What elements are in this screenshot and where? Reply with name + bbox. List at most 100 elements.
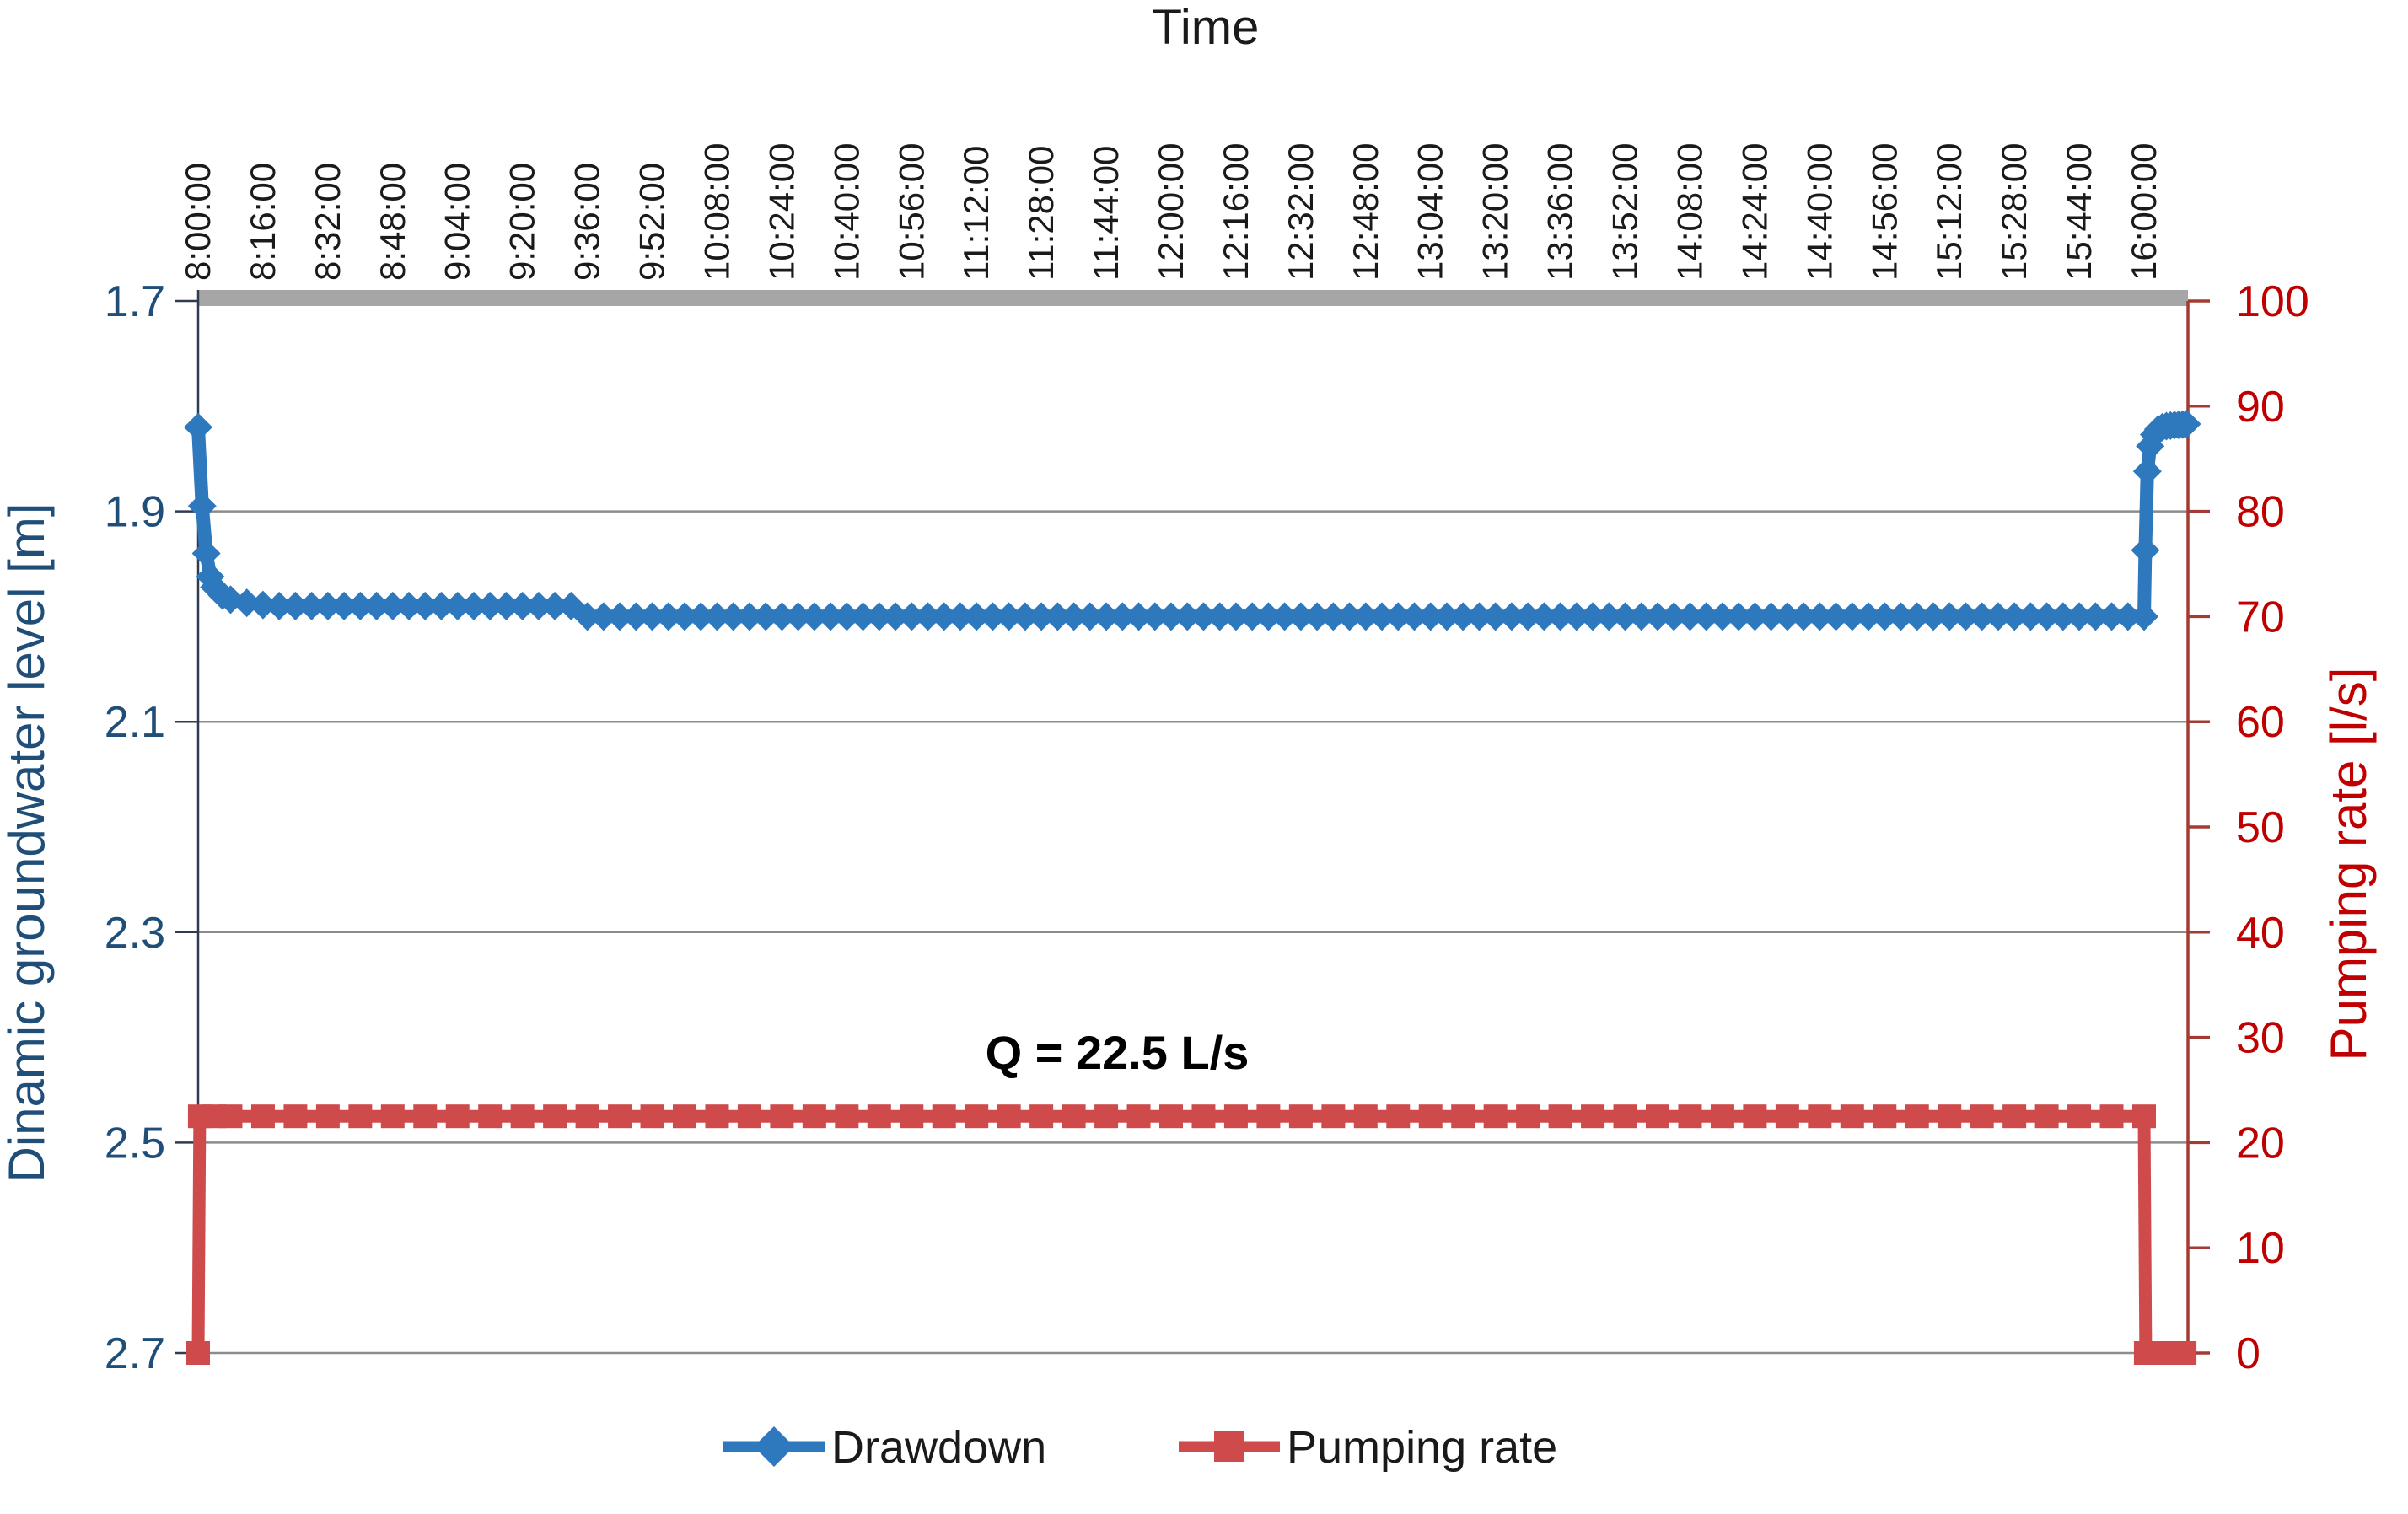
x-tick-label: 10:40:00	[826, 143, 866, 281]
right-axis-tick-label: 20	[2236, 1119, 2285, 1168]
right-axis-title: Pumping rate [l/s]	[2320, 668, 2377, 1061]
drawdown-marker	[1837, 602, 1867, 631]
pumping-rate-marker	[932, 1104, 956, 1129]
x-tick-label: 15:44:00	[2059, 143, 2099, 282]
drawdown-marker	[508, 591, 537, 620]
pumping-rate-marker	[2173, 1341, 2197, 1365]
drawdown-marker	[187, 491, 217, 521]
drawdown-marker	[1254, 602, 1283, 631]
pumping-rate-marker	[1840, 1104, 1864, 1129]
drawdown-marker	[1205, 602, 1234, 631]
drawdown-marker	[2131, 535, 2160, 565]
drawdown-marker	[2172, 410, 2201, 439]
drawdown-marker	[1951, 602, 1981, 631]
x-tick-label: 10:08:00	[696, 143, 736, 282]
pumping-rate-marker	[510, 1104, 535, 1129]
x-tick-label: 8:16:00	[243, 163, 282, 281]
series-layer	[184, 410, 2201, 1365]
drawdown-marker	[702, 602, 732, 631]
drawdown-marker	[1010, 602, 1040, 631]
drawdown-marker	[1707, 602, 1737, 631]
pumping-rate-marker	[1905, 1104, 1929, 1129]
pumping-rate-marker	[1321, 1104, 1346, 1129]
drawdown-marker	[476, 591, 505, 620]
drawdown-marker	[913, 602, 943, 631]
left-axis-title: Dinamic groundwater level [m]	[0, 503, 55, 1184]
right-axis-tick-label: 90	[2236, 383, 2285, 432]
drawdown-marker	[2132, 457, 2162, 486]
drawdown-marker	[1157, 602, 1185, 631]
drawdown-marker	[378, 591, 407, 620]
pumping-rate-marker	[348, 1104, 373, 1129]
drawdown-marker	[1351, 602, 1380, 631]
drawdown-marker	[978, 602, 1008, 631]
x-tick-label: 14:40:00	[1799, 143, 1839, 282]
drawdown-marker	[1594, 602, 1624, 631]
drawdown-marker	[1983, 602, 2013, 631]
drawdown-marker	[1027, 602, 1056, 631]
drawdown-marker	[1465, 602, 1494, 631]
drawdown-marker	[395, 591, 424, 620]
pumping-rate-marker	[737, 1104, 761, 1129]
drawdown-marker	[605, 602, 635, 631]
x-tick-label: 13:52:00	[1605, 143, 1645, 281]
pumping-rate-marker	[867, 1104, 891, 1129]
drawdown-marker	[1691, 602, 1721, 631]
drawdown-marker	[1935, 602, 1965, 631]
drawdown-marker	[994, 602, 1024, 631]
pumping-rate-marker	[1256, 1104, 1281, 1129]
drawdown-marker	[1173, 602, 1202, 631]
drawdown-marker	[1303, 602, 1332, 631]
pumping-rate-marker	[1970, 1104, 1994, 1129]
drawdown-marker	[1561, 602, 1591, 631]
drawdown-marker	[572, 602, 602, 631]
right-axis-tick-label: 70	[2236, 593, 2285, 642]
drawdown-marker	[1545, 602, 1575, 631]
drawdown-marker	[1481, 602, 1510, 631]
pumping-rate-legend-label: Pumping rate	[1287, 1422, 1557, 1473]
left-axis-tick-label: 2.7	[105, 1329, 165, 1378]
pumping-rate-marker	[218, 1104, 243, 1129]
pumping-rate-marker	[1126, 1104, 1151, 1129]
axes-layer	[175, 290, 2210, 1355]
drawdown-marker	[1886, 602, 1916, 631]
x-tick-label: 12:00:00	[1151, 143, 1191, 282]
legend-item-drawdown: Drawdown	[723, 1422, 1046, 1473]
drawdown-marker	[1756, 602, 1786, 631]
drawdown-marker	[1384, 602, 1413, 631]
pumping-rate-marker	[413, 1104, 438, 1129]
drawdown-marker	[718, 602, 748, 631]
x-tick-label: 12:32:00	[1281, 143, 1320, 282]
pumping-rate-marker	[705, 1104, 729, 1129]
legend-item-pumping-rate: Pumping rate	[1179, 1422, 1557, 1473]
x-tick-label: 16:00:00	[2124, 143, 2163, 282]
pumping-rate-marker	[1062, 1104, 1086, 1129]
drawdown-marker	[1270, 602, 1299, 631]
drawdown-marker	[1529, 602, 1559, 631]
right-axis-tick-label: 50	[2236, 803, 2285, 852]
right-axis-tick-label: 100	[2236, 277, 2309, 326]
pumping-rate-marker	[1613, 1104, 1637, 1129]
drawdown-marker	[1902, 602, 1932, 631]
q-annotation: Q = 22.5 L/s	[986, 1026, 1250, 1079]
x-tick-label: 10:24:00	[761, 143, 801, 282]
drawdown-marker	[2113, 602, 2142, 631]
x-tick-label: 12:16:00	[1216, 143, 1255, 282]
x-axis-title: Time	[1153, 0, 1260, 55]
drawdown-marker	[637, 602, 667, 631]
pumping-rate-marker	[1029, 1104, 1054, 1129]
drawdown-marker	[832, 602, 862, 631]
pumping-rate-marker	[315, 1104, 340, 1129]
x-tick-label: 11:44:00	[1086, 146, 1126, 281]
drawdown-marker	[540, 591, 570, 620]
pumping-rate-marker	[478, 1104, 503, 1129]
drawdown-marker	[1108, 602, 1137, 631]
x-tick-label: 9:20:00	[503, 163, 542, 281]
drawdown-marker	[2130, 602, 2158, 631]
drawdown-marker	[1400, 602, 1429, 631]
drawdown-marker	[653, 602, 683, 631]
drawdown-marker	[1772, 602, 1802, 631]
drawdown-marker	[1140, 602, 1169, 631]
drawdown-series	[184, 410, 2201, 631]
drawdown-marker	[1918, 602, 1948, 631]
